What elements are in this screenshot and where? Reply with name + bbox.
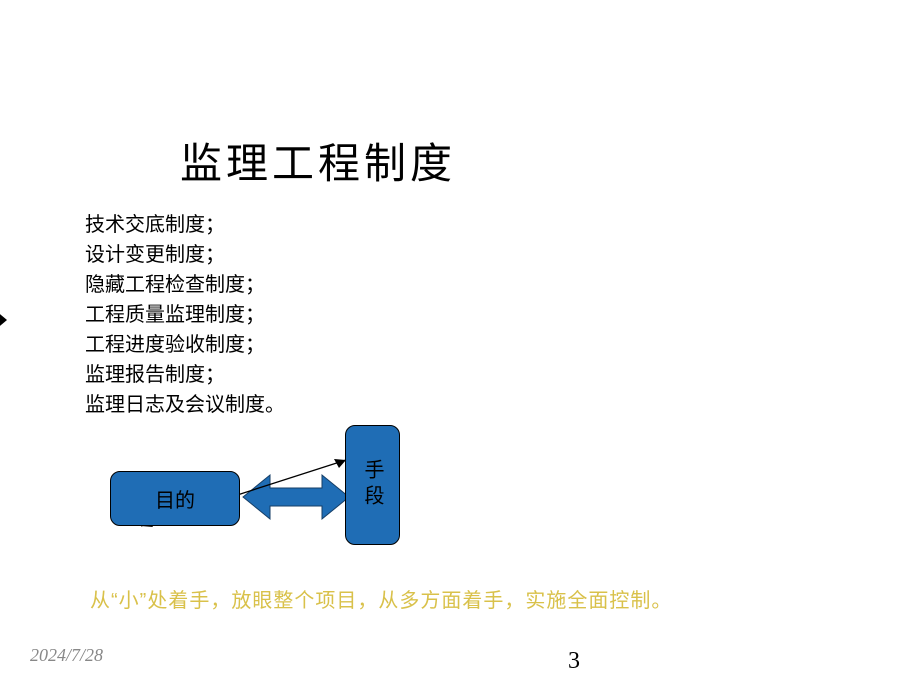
footer-date: 2024/7/28 <box>30 645 103 666</box>
summary-text: 从“小”处着手，放眼整个项目，从多方面着手，实施全面控制。 <box>90 584 672 613</box>
node-label: 手段 <box>358 459 387 511</box>
node-label: 目的 <box>155 484 195 513</box>
double-arrow-icon <box>243 475 349 519</box>
node-purpose: 目的 <box>110 471 240 526</box>
node-means: 手段 <box>345 425 400 545</box>
page-number: 3 <box>568 648 580 675</box>
